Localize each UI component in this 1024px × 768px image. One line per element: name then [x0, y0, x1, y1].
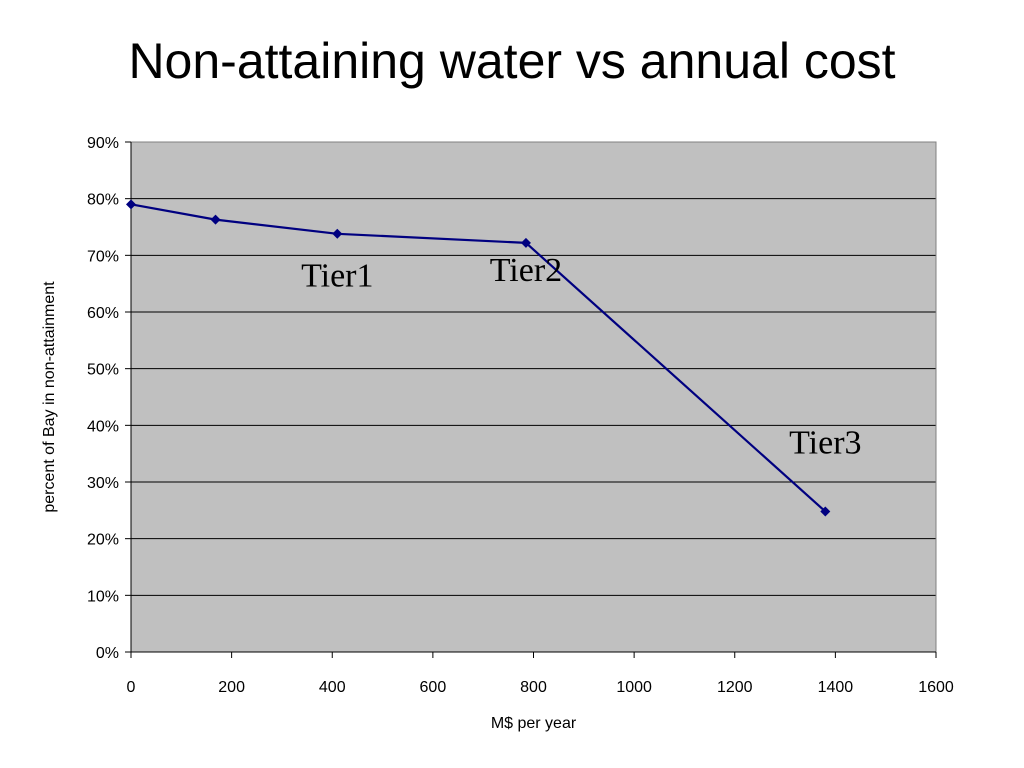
x-tick-label: 0 — [127, 679, 136, 696]
y-tick-label: 90% — [87, 135, 119, 152]
y-tick-label: 50% — [87, 362, 119, 379]
annotation-tier3: Tier3 — [789, 425, 861, 462]
x-tick-label: 800 — [520, 679, 547, 696]
x-axis-title: M$ per year — [491, 715, 577, 732]
x-tick-label: 400 — [319, 679, 346, 696]
x-tick-label: 1200 — [717, 679, 753, 696]
y-tick-label: 60% — [87, 305, 119, 322]
slide-title: Non-attaining water vs annual cost — [128, 33, 896, 89]
data-point-marker — [820, 506, 831, 517]
x-tick-label: 200 — [218, 679, 245, 696]
y-tick-label: 80% — [87, 192, 119, 209]
y-axis-title: percent of Bay in non-attainment — [41, 281, 58, 513]
y-tick-label: 30% — [87, 475, 119, 492]
x-tick-label: 1600 — [918, 679, 954, 696]
data-point-marker — [126, 199, 136, 210]
x-tick-label: 1400 — [818, 679, 854, 696]
annotation-tier1: Tier1 — [301, 258, 373, 295]
x-tick-label: 600 — [420, 679, 447, 696]
y-axis: 0% 10% 20% 30% 40% 50% 60% 70% 80% 90% — [87, 135, 132, 662]
plot-area — [131, 142, 936, 652]
series-group — [126, 199, 831, 517]
y-tick-label: 40% — [87, 418, 119, 435]
y-tick-label: 10% — [87, 588, 119, 605]
y-tick-label: 20% — [87, 532, 119, 549]
data-point-marker — [332, 228, 343, 239]
x-tick-label: 1000 — [616, 679, 652, 696]
data-point-marker — [520, 237, 531, 248]
data-point-marker — [210, 214, 221, 225]
annotations: Tier1 Tier2 Tier3 — [301, 252, 861, 462]
y-tick-label: 0% — [96, 645, 119, 662]
y-tick-label: 70% — [87, 248, 119, 265]
annotation-tier2: Tier2 — [490, 252, 562, 289]
x-axis: 0 200 400 600 800 1000 1200 1400 1600 — [127, 651, 954, 696]
